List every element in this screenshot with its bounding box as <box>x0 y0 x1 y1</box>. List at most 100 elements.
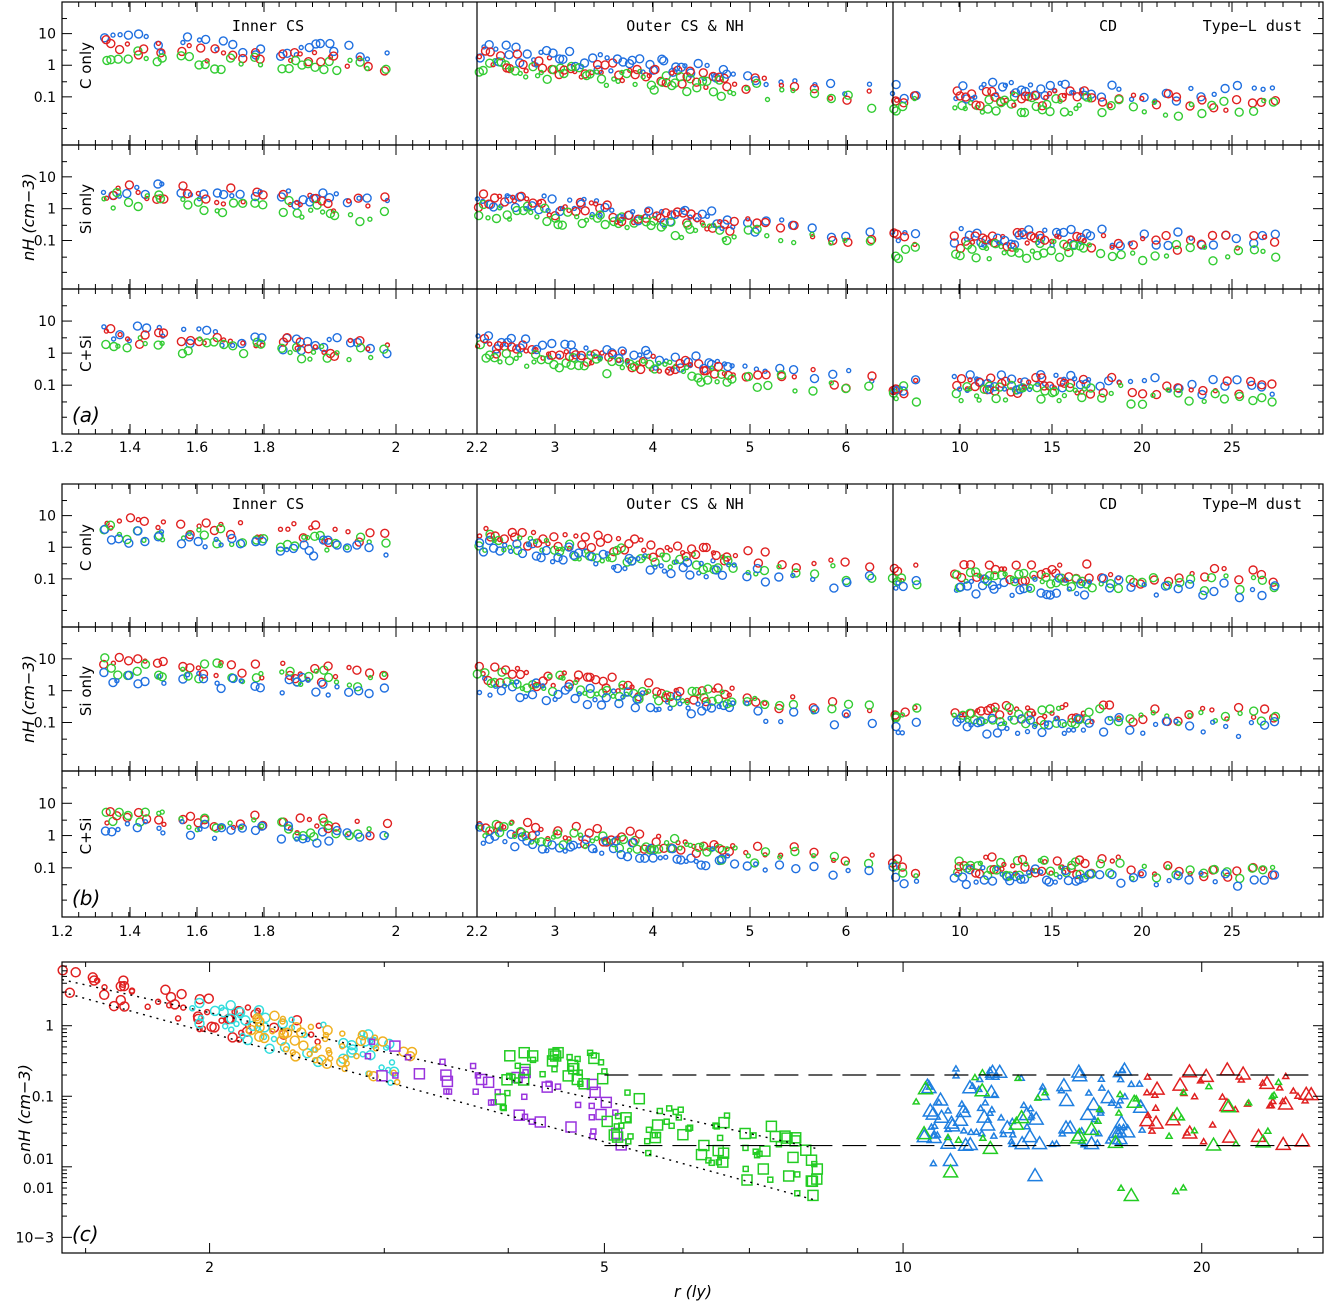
scatter-point-red <box>778 82 785 89</box>
scatter-point-green <box>1258 865 1268 875</box>
panel-c-point-blue-triangles <box>1026 1167 1044 1182</box>
panel-c-point-yellow-circles <box>289 1035 301 1046</box>
scatter-point-blue <box>354 686 364 696</box>
panel-c-point-green-triangles <box>973 1082 991 1097</box>
panel-c-point-green-triangles <box>954 1135 963 1143</box>
scatter-point-red <box>1061 92 1068 99</box>
scatter-point-blue <box>311 687 321 697</box>
scatter-point-green <box>577 832 584 838</box>
scatter-point-green <box>501 547 507 553</box>
panel-c-point-cyan-circles <box>346 1047 357 1058</box>
scatter-point-blue <box>992 728 1003 738</box>
panel-c-point-red-circles <box>118 980 130 992</box>
scatter-point-green <box>1137 399 1148 409</box>
scatter-point-red <box>152 658 163 668</box>
scatter-point-blue <box>1026 586 1033 592</box>
scatter-point-blue <box>1260 86 1266 93</box>
scatter-point-green <box>632 844 642 854</box>
scatter-point-blue <box>534 830 541 837</box>
scatter-point-green <box>278 207 288 218</box>
scatter-point-blue <box>1249 875 1259 885</box>
scatter-point-blue <box>968 722 974 728</box>
panel-c-point-green-triangles <box>1179 1087 1188 1096</box>
scatter-point-green <box>808 386 818 396</box>
scatter-point-red <box>177 46 187 57</box>
scatter-point-red <box>670 364 680 375</box>
scatter-point-red <box>198 669 209 679</box>
scatter-point-green <box>333 679 340 685</box>
scatter-point-red <box>504 63 515 74</box>
scatter-point-green <box>217 662 224 669</box>
scatter-point-blue <box>298 194 308 205</box>
scatter-point-blue <box>257 536 267 546</box>
scatter-point-blue <box>779 217 785 223</box>
panel-c-point-red-triangles <box>1199 1137 1208 1145</box>
scatter-point-red <box>1109 244 1115 250</box>
scatter-point-green <box>692 227 699 234</box>
scatter-point-red <box>106 38 116 49</box>
scatter-point-green <box>215 524 226 534</box>
scatter-point-green <box>489 677 500 688</box>
scatter-point-green <box>1045 704 1055 714</box>
panel-c-point-purple-squares <box>441 1075 454 1088</box>
panel-c-point-blue-triangles <box>921 1102 939 1117</box>
scatter-point-blue <box>193 536 203 547</box>
scatter-point-red <box>1043 94 1049 101</box>
scatter-point-red <box>761 75 767 81</box>
panel-c-point-green-triangles <box>1190 1126 1199 1134</box>
panel-c-point-yellow-circles <box>279 1018 286 1025</box>
scatter-point-green <box>199 530 210 540</box>
scatter-point-red <box>365 528 375 538</box>
scatter-point-blue <box>185 830 196 840</box>
scatter-point-blue <box>1016 874 1026 884</box>
scatter-point-red <box>1163 861 1173 871</box>
panel-c-point-blue-triangles <box>1119 1123 1136 1138</box>
scatter-point-green <box>1184 396 1194 406</box>
scatter-point-blue <box>558 555 568 565</box>
panel-c-point-blue-triangles <box>1090 1115 1099 1123</box>
panel-c-point-red-triangles <box>1258 1078 1267 1086</box>
scatter-point-green <box>157 53 167 63</box>
scatter-point-blue <box>1151 240 1161 250</box>
scatter-point-blue <box>1184 579 1195 589</box>
subplot-label: C only <box>77 524 95 571</box>
scatter-point-green <box>951 249 961 259</box>
scatter-point-green <box>702 375 713 385</box>
y-tick-label: 1 <box>45 1019 54 1035</box>
scatter-point-green <box>330 538 341 549</box>
scatter-point-red <box>1139 235 1146 242</box>
scatter-point-red <box>561 670 567 676</box>
scatter-point-blue <box>1055 229 1062 235</box>
scatter-point-green <box>249 52 260 62</box>
scatter-point-red <box>478 189 489 199</box>
scatter-point-red <box>364 668 375 678</box>
scatter-point-blue <box>972 94 978 100</box>
scatter-point-red <box>789 220 799 231</box>
scatter-point-blue <box>1232 881 1243 891</box>
y-tick-label: 10 <box>38 170 56 186</box>
scatter-point-green <box>1141 863 1148 869</box>
scatter-point-red <box>380 528 390 538</box>
panel-c-point-green-squares <box>757 1163 770 1175</box>
scatter-point-red <box>1199 871 1209 882</box>
scatter-point-green <box>355 57 365 67</box>
scatter-point-red <box>638 537 644 543</box>
scatter-point-red <box>655 833 662 839</box>
panel-c-point-blue-triangles <box>1107 1098 1116 1106</box>
scatter-point-green <box>298 681 304 687</box>
scatter-point-blue <box>1060 79 1070 90</box>
scatter-point-green <box>177 348 188 359</box>
scatter-point-red <box>1137 389 1148 399</box>
scatter-point-red <box>1259 704 1270 714</box>
panel-c-point-green-triangles <box>1164 1131 1174 1139</box>
panel-c-point-cyan-circles <box>197 1014 205 1022</box>
scatter-point-red <box>139 516 150 526</box>
scatter-point-green <box>1066 582 1077 592</box>
scatter-point-green <box>954 856 964 866</box>
scatter-point-red <box>186 42 192 49</box>
scatter-point-red <box>897 862 908 872</box>
scatter-point-green <box>284 195 294 206</box>
scatter-point-blue <box>493 46 499 52</box>
panel-c-point-yellow-circles <box>290 1051 301 1062</box>
scatter-point-blue <box>693 858 699 865</box>
